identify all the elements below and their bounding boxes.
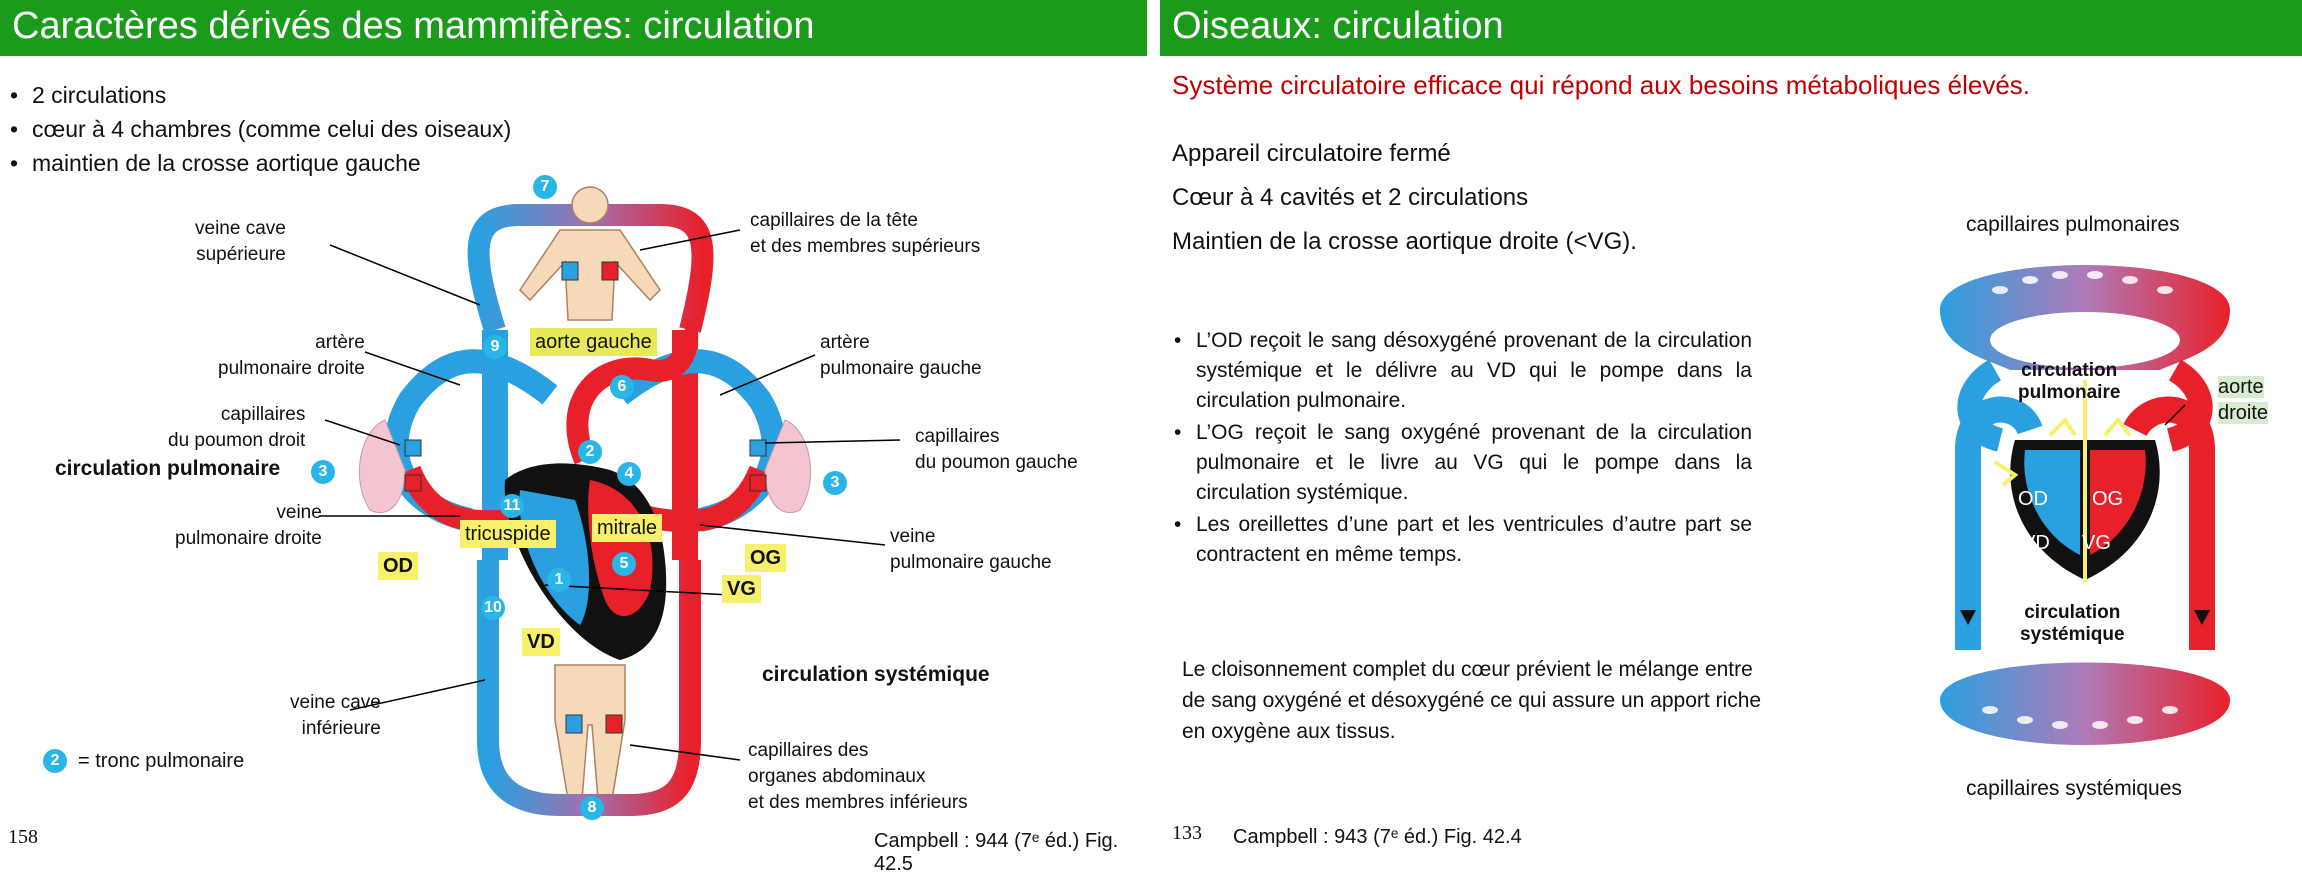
label-capillaires-poumon-gauche: capillaires du poumon gauche	[915, 426, 1078, 473]
label-artere-pulmonaire-gauche: artère pulmonaire gauche	[820, 332, 982, 379]
label-vg: VG	[2082, 532, 2111, 554]
capillary-arrows	[404, 261, 767, 734]
bullet-item: Les oreillettes d’une part et les ventri…	[1172, 510, 1752, 570]
bullet-item: cœur à 4 chambres (comme celui des oisea…	[8, 112, 511, 146]
label-aorte-droite: aorte droite	[2218, 374, 2269, 426]
slide-title: Oiseaux: circulation	[1160, 0, 2302, 56]
label-veine-pulmonaire-droite: veine pulmonaire droite	[175, 502, 322, 549]
label-mitrale: mitrale	[592, 514, 663, 542]
marker-6: 6	[610, 375, 634, 399]
label-aorte-gauche: aorte gauche	[530, 328, 657, 356]
slide-title: Caractères dérivés des mammifères: circu…	[0, 0, 1147, 56]
legend-tronc-pulmonaire: = tronc pulmonaire	[78, 750, 245, 772]
label-artere-pulmonaire-droite: artère pulmonaire droite	[218, 332, 365, 379]
citation: Campbell : 944 (7ᵉ éd.) Fig. 42.5	[874, 830, 1119, 875]
marker-1: 1	[547, 568, 571, 592]
bullet-item: L’OG reçoit le sang oxygéné provenant de…	[1172, 418, 1752, 508]
conclusion-paragraph: Le cloisonnement complet du cœur prévien…	[1182, 658, 1762, 743]
label-vd: VD	[2022, 532, 2050, 554]
lower-systemic-loop	[477, 560, 701, 816]
label-circulation-systemique: circulation systémique	[762, 663, 990, 686]
bird-circulation-diagram	[1940, 265, 2230, 745]
slide-oiseaux: Oiseaux: circulation Système circulatoir…	[1160, 0, 2302, 854]
citation: Campbell : 943 (7ᵉ éd.) Fig. 42.4	[1233, 826, 1522, 848]
bullet-list: L’OD reçoit le sang désoxygéné provenant…	[1172, 326, 1752, 570]
marker-8: 8	[580, 796, 604, 820]
slide-subtitle: Système circulatoire efficace qui répond…	[1172, 70, 2030, 100]
marker-4: 4	[617, 462, 641, 486]
leader-lines	[320, 229, 901, 761]
page-number: 158	[8, 826, 38, 848]
aorte-droite-text: aorte droite	[2218, 376, 2269, 424]
marker-9: 9	[483, 335, 507, 359]
facts-list: Appareil circulatoire fermé Cœur à 4 cav…	[1172, 132, 1637, 264]
lower-body-figure	[554, 664, 626, 801]
label-veine-pulmonaire-gauche: veine pulmonaire gauche	[890, 526, 1052, 573]
label-capillaires-poumon-droit: capillaires du poumon droit	[168, 404, 306, 451]
fact-item: Cœur à 4 cavités et 2 circulations	[1172, 184, 1529, 211]
label-vd: VD	[522, 628, 560, 656]
label-circulation-pulmonaire: circulation pulmonaire	[55, 457, 281, 480]
label-capillaires-systemiques: capillaires systémiques	[1966, 777, 2182, 800]
label-circulation-pulmonaire: circulation pulmonaire	[2018, 360, 2121, 403]
slide-mammiferes: Caractères dérivés des mammifères: circu…	[0, 0, 1150, 875]
bullet-item: L’OD reçoit le sang désoxygéné provenant…	[1172, 326, 1752, 416]
label-od: OD	[2018, 488, 2048, 510]
label-og: OG	[745, 544, 787, 572]
label-veine-cave-superieure: veine cave supérieure	[195, 218, 286, 265]
label-capillaires-tete: capillaires de la tête et des membres sup…	[750, 210, 981, 257]
bullet-list: 2 circulations cœur à 4 chambres (comme …	[8, 78, 511, 180]
label-circulation-systemique: circulation systémique	[2020, 602, 2125, 645]
page-number: 133	[1172, 822, 1202, 844]
marker-5: 5	[612, 552, 636, 576]
marker-2: 2	[578, 440, 602, 464]
bullet-item: maintien de la crosse aortique gauche	[8, 146, 511, 180]
aortic-arch-left	[566, 319, 699, 465]
marker-7: 7	[533, 175, 557, 199]
fact-item: Maintien de la crosse aortique droite (<…	[1172, 228, 1637, 255]
label-vg: VG	[722, 575, 761, 603]
marker-3: 3	[311, 460, 335, 484]
label-capillaires-organes: capillaires des organes abdominaux et des …	[748, 740, 968, 813]
label-tricuspide: tricuspide	[460, 520, 556, 548]
marker-10: 10	[481, 596, 505, 620]
fact-item: Appareil circulatoire fermé	[1172, 140, 1451, 167]
label-og: OG	[2092, 488, 2124, 510]
upper-body-figure	[519, 186, 661, 321]
bullet-item: 2 circulations	[8, 78, 511, 112]
label-veine-cave-inferieure: veine cave inférieure	[290, 692, 381, 739]
label-capillaires-pulmonaires: capillaires pulmonaires	[1966, 213, 2180, 236]
marker-11: 11	[500, 494, 524, 518]
marker-3: 3	[823, 471, 847, 495]
label-od: OD	[378, 552, 418, 580]
legend-marker: 2	[43, 749, 67, 773]
